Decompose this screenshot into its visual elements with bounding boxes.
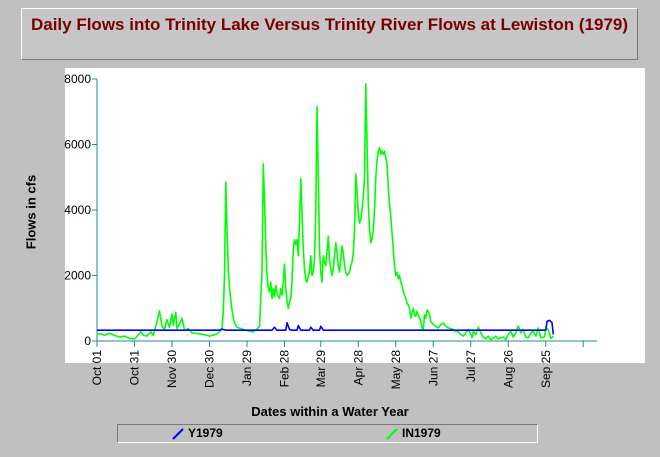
x-tick-label: Jun 27 [426,350,440,386]
x-tick-label: Jan 29 [240,350,254,386]
legend-swatch-y1979 [172,428,184,440]
x-tick-label: Aug 26 [501,350,515,388]
legend-item-y1979: Y1979 [172,426,223,441]
x-tick-label: Feb 28 [278,350,292,388]
legend-label-y1979: Y1979 [188,426,223,440]
axes: 0 2000 4000 6000 8000 Oct 01 Oct 31 Nov 30 Dec 3… [64,72,597,389]
series-layer [96,83,555,341]
chart-title-box: Daily Flows into Trinity Lake Versus Tri… [21,8,638,60]
y-tick-label: 2000 [64,269,91,283]
x-tick-label: Oct 01 [90,350,104,386]
y-tick-label: 0 [84,334,91,348]
legend-swatch-in1979 [386,428,398,440]
y-tick-label: 8000 [64,72,91,86]
legend: Y1979 IN1979 [117,424,538,443]
x-tick-label: Oct 31 [128,350,142,386]
series-line-y1979 [97,319,555,335]
x-tick-label: Nov 30 [165,350,179,388]
x-tick-label: Dec 30 [203,350,217,388]
chart-plot: 0 2000 4000 6000 8000 Oct 01 Oct 31 Nov 30 Dec 3… [64,68,645,389]
x-tick-label: Sep 25 [539,350,553,388]
legend-label-in1979: IN1979 [402,426,441,440]
x-tick-label: Mar 29 [314,350,328,388]
x-tick-label: Apr 28 [351,350,365,386]
x-axis-label: Dates within a Water Year [251,404,409,419]
legend-item-in1979: IN1979 [386,426,441,441]
x-tick-label: Jul 27 [464,350,478,382]
chart-title: Daily Flows into Trinity Lake Versus Tri… [30,15,629,34]
series-line-in1979 [96,83,554,341]
y-tick-label: 4000 [64,203,91,217]
y-axis-label: Flows in cfs [23,174,39,250]
y-tick-label: 6000 [64,138,91,152]
x-tick-label: May 28 [389,350,403,390]
